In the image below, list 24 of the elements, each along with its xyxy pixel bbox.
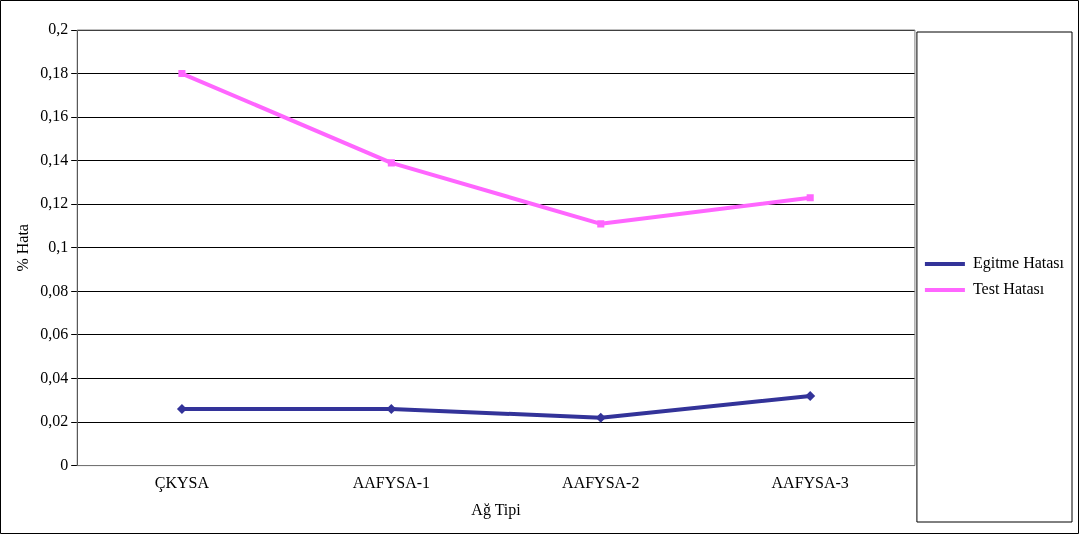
point [387, 159, 395, 167]
y-tick-label: 0 [60, 455, 69, 473]
x-tick-label: AAFYSA-1 [352, 474, 431, 492]
point [805, 390, 816, 401]
y-tick-label: 0,16 [40, 107, 69, 125]
y-tick-label: 0,14 [40, 150, 69, 168]
y-tick-label: 0,06 [40, 325, 69, 343]
y-axis-title: % Hata [13, 224, 31, 272]
y-tick-label: 0,02 [40, 412, 69, 430]
point [178, 70, 186, 78]
y-tick-label: 0,18 [40, 63, 69, 81]
x-tick-label: AAFYSA-3 [771, 474, 849, 492]
point [597, 220, 605, 228]
legend-label: Test Hatası [972, 280, 1045, 298]
x-tick-label: ÇKYSA [154, 474, 210, 493]
x-tick-label: AAFYSA-2 [562, 474, 640, 492]
point [806, 194, 814, 202]
y-tick-label: 0,08 [40, 281, 69, 299]
y-tick-label: 0,04 [40, 368, 69, 386]
y-tick-label: 0,12 [40, 194, 69, 212]
x-axis-title: Ağ Tipi [471, 500, 522, 519]
y-tick-label: 0,2 [48, 20, 69, 38]
legend-label: Egitme Hatası [972, 254, 1065, 273]
y-tick-label: 0,1 [48, 238, 69, 255]
